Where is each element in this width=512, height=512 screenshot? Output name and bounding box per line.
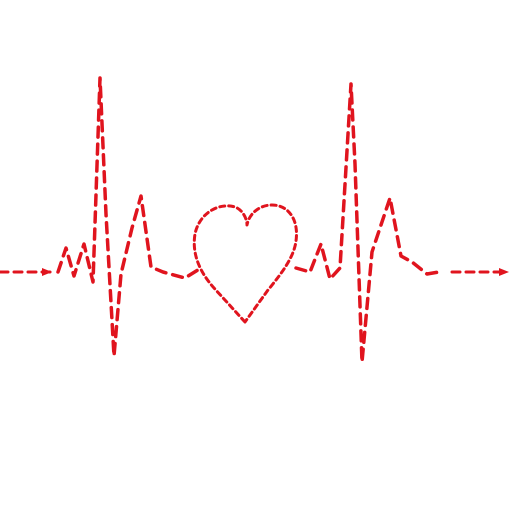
left-heartbeat-line bbox=[56, 76, 203, 358]
heart-outline bbox=[192, 203, 298, 324]
right-heartbeat-line bbox=[294, 82, 441, 364]
